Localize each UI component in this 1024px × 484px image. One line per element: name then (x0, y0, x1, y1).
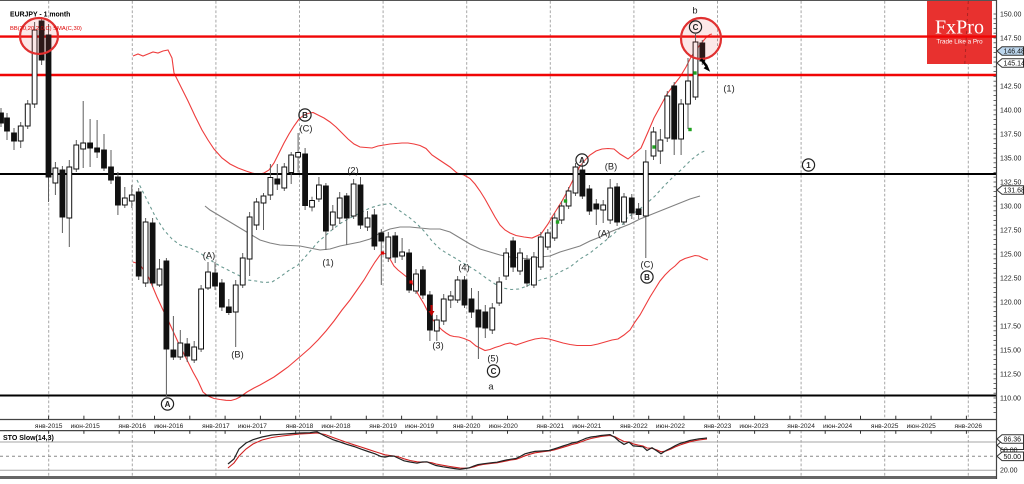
svg-text:июн-2021: июн-2021 (572, 423, 601, 430)
svg-text:янв-2025: янв-2025 (871, 423, 899, 430)
svg-text:A: A (165, 400, 171, 409)
svg-text:50.00: 50.00 (1004, 454, 1022, 461)
svg-text:янв-2024: янв-2024 (787, 423, 815, 430)
svg-text:C: C (693, 23, 699, 32)
svg-text:(3): (3) (432, 340, 443, 350)
svg-text:20.00: 20.00 (1000, 468, 1018, 475)
svg-text:BB(20,20,2,0,C) SMA(C,30): BB(20,20,2,0,C) SMA(C,30) (10, 26, 82, 32)
svg-text:янв-2026: янв-2026 (955, 423, 983, 430)
svg-text:июн-2018: июн-2018 (321, 423, 350, 430)
svg-text:янв-2018: янв-2018 (286, 423, 314, 430)
svg-text:b: b (692, 5, 697, 15)
svg-text:(A): (A) (598, 228, 610, 238)
svg-text:127.50: 127.50 (1000, 228, 1022, 235)
svg-text:B: B (644, 273, 650, 282)
svg-text:a: a (488, 381, 494, 391)
svg-text:60.00: 60.00 (1000, 448, 1018, 455)
svg-text:(C): (C) (300, 123, 313, 133)
svg-text:110.00: 110.00 (1000, 396, 1021, 403)
svg-text:117.50: 117.50 (1000, 324, 1021, 331)
svg-text:янв-2019: янв-2019 (369, 423, 397, 430)
svg-text:июн-2023: июн-2023 (739, 423, 768, 430)
svg-text:июн-2015: июн-2015 (71, 423, 100, 430)
svg-text:июн-2016: июн-2016 (154, 423, 183, 430)
svg-text:120.00: 120.00 (1000, 300, 1022, 307)
svg-text:140.00: 140.00 (1000, 108, 1022, 115)
svg-text:146.48: 146.48 (1004, 49, 1024, 56)
svg-text:(B): (B) (605, 161, 617, 171)
svg-text:июн-2019: июн-2019 (405, 423, 434, 430)
svg-text:130.00: 130.00 (1000, 204, 1022, 211)
svg-text:июн-2022: июн-2022 (656, 423, 685, 430)
svg-text:86.36: 86.36 (1004, 437, 1022, 444)
svg-text:(A): (A) (203, 250, 215, 260)
svg-text:112.50: 112.50 (1000, 372, 1021, 379)
svg-text:янв-2020: янв-2020 (453, 423, 481, 430)
svg-text:115.00: 115.00 (1000, 348, 1021, 355)
svg-text:142.50: 142.50 (1000, 84, 1022, 91)
svg-text:июн-2024: июн-2024 (823, 423, 852, 430)
svg-text:137.50: 137.50 (1000, 132, 1022, 139)
svg-text:(B): (B) (231, 349, 243, 359)
svg-text:C: C (491, 367, 497, 376)
svg-text:июн-2020: июн-2020 (489, 423, 518, 430)
svg-text:122.50: 122.50 (1000, 276, 1022, 283)
svg-text:(1): (1) (723, 83, 734, 93)
svg-text:янв-2021: янв-2021 (537, 423, 565, 430)
svg-text:(4): (4) (458, 262, 469, 272)
svg-text:(1): (1) (322, 257, 333, 267)
svg-text:125.00: 125.00 (1000, 252, 1022, 259)
svg-text:(5): (5) (487, 353, 498, 363)
svg-text:янв-2017: янв-2017 (202, 423, 230, 430)
svg-text:1: 1 (806, 161, 811, 170)
svg-text:(C): (C) (641, 259, 654, 269)
svg-text:(2): (2) (347, 165, 358, 175)
svg-text:июн-2017: июн-2017 (238, 423, 267, 430)
svg-text:A: A (579, 156, 585, 165)
svg-text:150.00: 150.00 (1000, 12, 1022, 19)
svg-text:Trade Like a Pro: Trade Like a Pro (936, 39, 983, 46)
svg-text:июн-2025: июн-2025 (907, 423, 936, 430)
svg-text:131.68: 131.68 (1004, 188, 1024, 195)
svg-text:янв-2016: янв-2016 (119, 423, 147, 430)
svg-text:STO Slow(14,3): STO Slow(14,3) (3, 435, 54, 442)
svg-text:145.14: 145.14 (1004, 61, 1024, 68)
svg-text:135.00: 135.00 (1000, 156, 1022, 163)
svg-text:EURJPY - 1 month: EURJPY - 1 month (10, 12, 70, 19)
svg-text:янв-2023: янв-2023 (704, 423, 732, 430)
svg-text:янв-2022: янв-2022 (620, 423, 648, 430)
svg-text:FxPro: FxPro (935, 17, 984, 39)
svg-text:147.50: 147.50 (1000, 36, 1022, 43)
svg-text:B: B (302, 111, 308, 120)
svg-text:янв-2015: янв-2015 (35, 423, 63, 430)
